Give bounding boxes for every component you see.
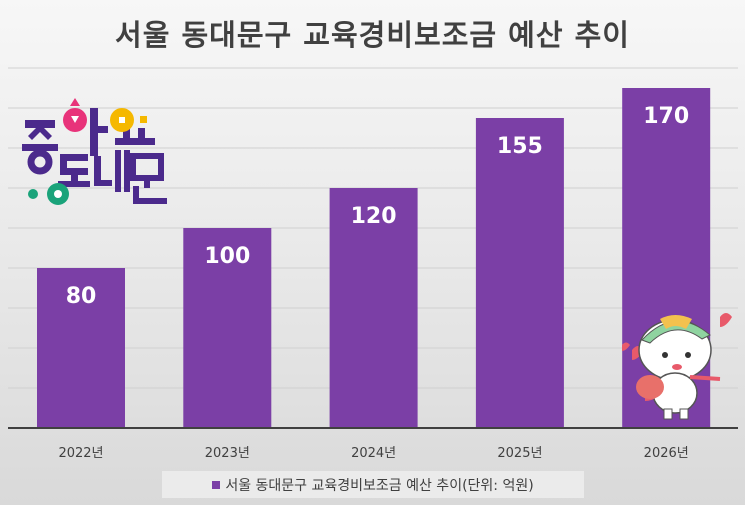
data-label: 80	[66, 284, 97, 309]
data-label: 120	[351, 204, 397, 229]
bar	[37, 268, 125, 428]
x-tick-label: 2024년	[351, 446, 396, 461]
data-label: 170	[643, 104, 689, 129]
legend-swatch	[212, 480, 221, 489]
x-tick-label: 2022년	[58, 446, 103, 461]
x-tick-label: 2026년	[644, 446, 689, 461]
logo-joayo-dongdaemun	[22, 98, 167, 205]
chart-title: 서울 동대문구 교육경비보조금 예산 추이	[115, 18, 630, 52]
legend: 서울 동대문구 교육경비보조금 예산 추이(단위: 억원)	[162, 471, 584, 498]
legend-label: 서울 동대문구 교육경비보조금 예산 추이(단위: 억원)	[225, 477, 534, 494]
data-label: 100	[204, 244, 250, 269]
bar-chart: 80 2022년 100 2023년 120 2024년 155 2025년 170 2026년	[8, 67, 738, 461]
mascot-illustration	[622, 313, 732, 420]
bar	[329, 188, 418, 428]
bar	[475, 118, 564, 428]
x-tick-label: 2025년	[497, 446, 542, 461]
data-label: 155	[497, 134, 543, 159]
bar	[183, 228, 272, 428]
x-tick-label: 2023년	[205, 446, 250, 461]
